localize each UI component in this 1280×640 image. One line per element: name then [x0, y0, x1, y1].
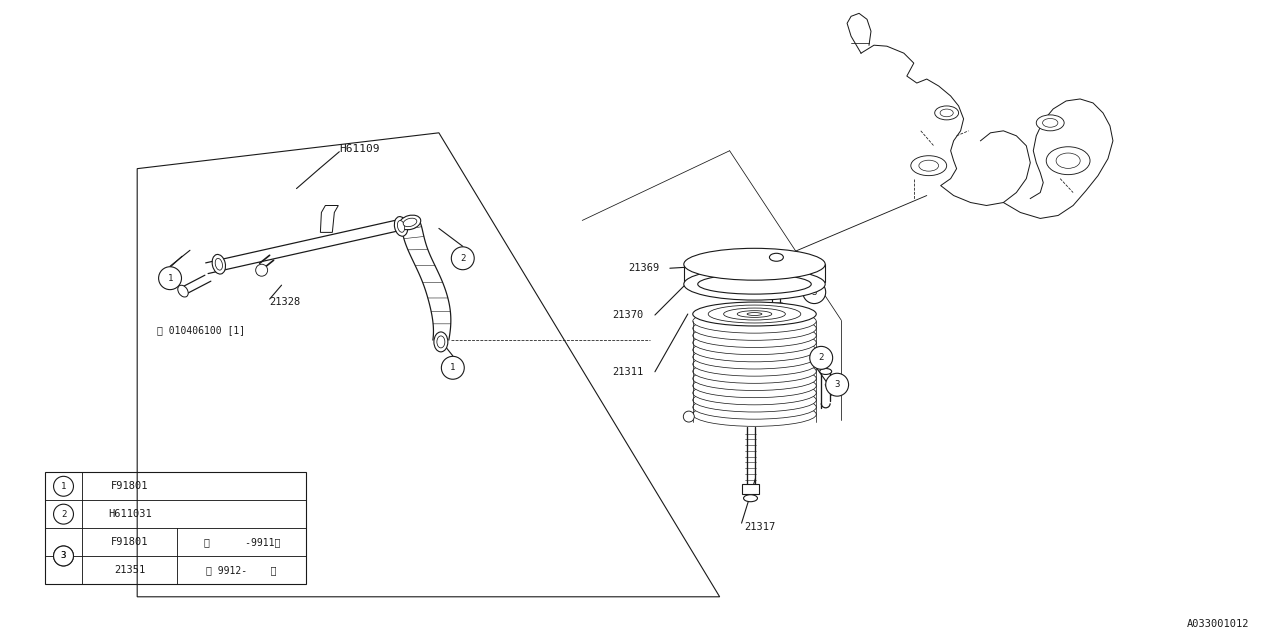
Ellipse shape	[692, 331, 817, 355]
Text: H611031: H611031	[108, 509, 151, 519]
Text: 3: 3	[61, 552, 67, 561]
Ellipse shape	[399, 215, 421, 230]
Circle shape	[159, 267, 182, 290]
Polygon shape	[320, 205, 338, 232]
Ellipse shape	[708, 305, 801, 323]
Text: F91801: F91801	[111, 537, 148, 547]
Ellipse shape	[692, 324, 817, 348]
Text: 2: 2	[818, 353, 824, 362]
Ellipse shape	[940, 109, 954, 116]
Circle shape	[54, 476, 73, 496]
Circle shape	[54, 504, 73, 524]
Text: H61109: H61109	[339, 144, 380, 154]
Text: 3: 3	[835, 380, 840, 389]
Ellipse shape	[397, 221, 404, 232]
Text: 3: 3	[812, 287, 817, 296]
Circle shape	[452, 247, 474, 269]
Text: 1: 1	[451, 364, 456, 372]
Text: 21369: 21369	[628, 263, 659, 273]
Ellipse shape	[934, 106, 959, 120]
Text: F91801: F91801	[111, 481, 148, 492]
Bar	[45, 472, 306, 584]
Text: 21317: 21317	[745, 522, 776, 532]
Circle shape	[826, 373, 849, 396]
Ellipse shape	[1037, 115, 1064, 131]
Bar	[741, 484, 759, 494]
Ellipse shape	[744, 495, 758, 502]
Ellipse shape	[692, 403, 817, 426]
Circle shape	[54, 546, 73, 566]
Ellipse shape	[403, 218, 417, 227]
Ellipse shape	[723, 308, 786, 320]
Ellipse shape	[692, 338, 817, 362]
Ellipse shape	[684, 248, 826, 280]
Ellipse shape	[819, 369, 832, 374]
Ellipse shape	[911, 156, 947, 175]
Text: 21370: 21370	[612, 310, 644, 320]
Text: 3: 3	[61, 552, 67, 561]
Ellipse shape	[692, 381, 817, 405]
Text: 21328: 21328	[270, 297, 301, 307]
Ellipse shape	[434, 332, 448, 352]
Ellipse shape	[212, 255, 225, 274]
Text: Ⓑ 010406100 [1]: Ⓑ 010406100 [1]	[157, 325, 246, 335]
Text: 2: 2	[61, 509, 67, 518]
Ellipse shape	[692, 374, 817, 397]
Ellipse shape	[769, 253, 783, 261]
Ellipse shape	[919, 160, 938, 171]
Text: 1: 1	[168, 274, 173, 283]
Text: 2: 2	[460, 254, 466, 263]
Ellipse shape	[692, 396, 817, 419]
Ellipse shape	[692, 388, 817, 412]
Ellipse shape	[684, 268, 826, 300]
Text: 21351: 21351	[114, 565, 146, 575]
Ellipse shape	[1056, 153, 1080, 168]
Ellipse shape	[394, 216, 408, 236]
Circle shape	[684, 411, 694, 422]
Circle shape	[810, 346, 833, 369]
Ellipse shape	[215, 259, 223, 270]
Ellipse shape	[737, 310, 772, 317]
Ellipse shape	[436, 336, 445, 348]
Ellipse shape	[1042, 118, 1057, 127]
Circle shape	[256, 264, 268, 276]
Text: 21311: 21311	[612, 367, 644, 377]
Ellipse shape	[698, 274, 812, 294]
Circle shape	[803, 281, 826, 303]
Ellipse shape	[692, 360, 817, 383]
Text: 1: 1	[61, 482, 67, 491]
Ellipse shape	[748, 312, 762, 316]
Ellipse shape	[692, 316, 817, 340]
Ellipse shape	[1046, 147, 1091, 175]
Text: （      -9911）: （ -9911）	[204, 537, 280, 547]
Circle shape	[54, 546, 73, 566]
Ellipse shape	[692, 367, 817, 390]
Text: A033001012: A033001012	[1187, 619, 1249, 628]
Ellipse shape	[178, 285, 188, 297]
Ellipse shape	[692, 352, 817, 376]
Text: （ 9912-    ）: （ 9912- ）	[206, 565, 276, 575]
Ellipse shape	[692, 302, 817, 326]
Circle shape	[442, 356, 465, 380]
Ellipse shape	[692, 345, 817, 369]
Ellipse shape	[692, 309, 817, 333]
